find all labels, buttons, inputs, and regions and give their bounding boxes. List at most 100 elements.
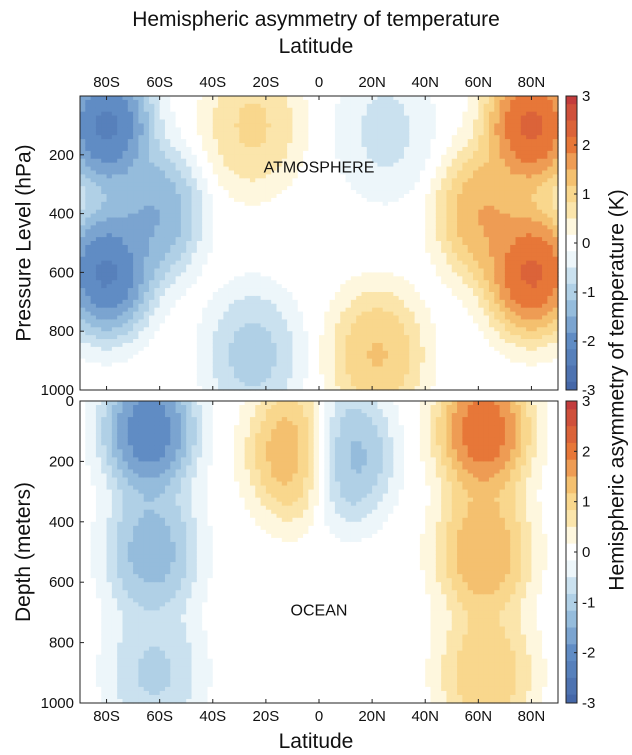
atmosphere-cell xyxy=(154,237,161,242)
atmosphere-cell xyxy=(228,268,235,273)
atmosphere-cell xyxy=(414,241,421,246)
atmosphere-cell xyxy=(313,237,320,242)
atmosphere-cell xyxy=(149,370,155,375)
atmosphere-cell xyxy=(186,260,193,266)
atmosphere-cell xyxy=(287,225,294,230)
atmosphere-cell xyxy=(260,288,267,293)
atmosphere-cell xyxy=(234,194,240,199)
atmosphere-cell xyxy=(255,241,262,246)
atmosphere-cell xyxy=(164,280,171,285)
atmosphere-cell xyxy=(271,197,278,203)
atmosphere-cell xyxy=(180,350,187,356)
atmosphere-cell xyxy=(356,295,363,301)
atmosphere-cell xyxy=(308,362,315,368)
atmosphere-cell xyxy=(350,288,357,293)
atmosphere-cell xyxy=(276,127,283,132)
atmosphere-cell xyxy=(196,276,203,281)
atmosphere-cell xyxy=(239,366,246,371)
atmosphere-cell xyxy=(80,327,86,332)
atmosphere-cell xyxy=(106,205,113,211)
atmosphere-cell xyxy=(271,103,278,109)
atmosphere-cell xyxy=(207,252,214,258)
atmosphere-cell xyxy=(175,96,182,101)
atmosphere-cell xyxy=(186,331,193,336)
atmosphere-cell xyxy=(271,170,278,175)
atmosphere-cell xyxy=(159,131,166,136)
atmosphere-cell xyxy=(377,378,384,383)
atmosphere-cell xyxy=(106,350,113,356)
atmosphere-cell xyxy=(377,205,384,211)
atmosphere-cell xyxy=(202,339,209,344)
atmosphere-cell xyxy=(414,315,421,321)
atmosphere-cell xyxy=(350,237,357,242)
atmosphere-cell xyxy=(419,237,426,242)
atmosphere-cell xyxy=(228,350,235,356)
atmosphere-cell xyxy=(117,213,124,219)
atmosphere-cell xyxy=(319,374,325,379)
atmosphere-cell xyxy=(164,131,171,136)
atmosphere-cell xyxy=(127,131,134,136)
atmosphere-cell xyxy=(377,366,384,371)
atmosphere-cell xyxy=(180,158,187,164)
atmosphere-cell xyxy=(228,154,235,160)
atmosphere-cell xyxy=(403,123,410,128)
atmosphere-cell xyxy=(324,299,331,305)
atmosphere-cell xyxy=(329,186,336,191)
atmosphere-cell xyxy=(356,327,363,332)
atmosphere-cell xyxy=(276,339,283,344)
atmosphere-cell xyxy=(101,252,108,258)
atmosphere-cell xyxy=(101,209,108,215)
atmosphere-cell xyxy=(356,190,363,195)
atmosphere-cell xyxy=(175,166,182,172)
atmosphere-cell xyxy=(388,213,394,219)
atmosphere-cell xyxy=(287,307,294,313)
atmosphere-cell xyxy=(239,370,246,375)
atmosphere-cell xyxy=(249,154,256,160)
atmosphere-cell xyxy=(403,99,410,105)
atmosphere-cell xyxy=(271,299,278,305)
atmosphere-cell xyxy=(356,264,363,270)
atmosphere-cell xyxy=(249,127,256,132)
atmosphere-cell xyxy=(430,256,437,262)
atmosphere-cell xyxy=(191,205,198,211)
atmosphere-cell xyxy=(170,350,177,356)
atmosphere-cell xyxy=(249,378,256,383)
atmosphere-cell xyxy=(265,127,272,132)
atmosphere-cell xyxy=(324,99,331,105)
atmosphere-cell xyxy=(218,382,224,387)
atmosphere-cell xyxy=(80,303,86,309)
atmosphere-cell xyxy=(419,115,426,121)
atmosphere-cell xyxy=(202,209,209,215)
atmosphere-cell xyxy=(180,342,187,348)
atmosphere-cell xyxy=(196,225,203,230)
atmosphere-cell xyxy=(382,178,389,183)
atmosphere-cell xyxy=(398,272,405,277)
atmosphere-cell xyxy=(265,319,272,324)
atmosphere-cell xyxy=(388,354,394,360)
atmosphere-cell xyxy=(361,303,368,309)
atmosphere-cell xyxy=(244,143,251,148)
atmosphere-cell xyxy=(191,194,198,199)
atmosphere-cell xyxy=(149,127,155,132)
atmosphere-cell xyxy=(345,139,352,144)
atmosphere-cell xyxy=(207,264,214,270)
atmosphere-cell xyxy=(382,217,389,223)
atmosphere-cell xyxy=(287,374,294,379)
atmosphere-cell xyxy=(366,331,373,336)
atmosphere-cell xyxy=(212,323,219,328)
atmosphere-cell xyxy=(361,154,368,160)
atmosphere-cell xyxy=(196,182,203,187)
atmosphere-cell xyxy=(281,229,288,234)
atmosphere-cell xyxy=(212,96,219,101)
atmosphere-cell xyxy=(287,303,294,309)
atmosphere-cell xyxy=(95,268,102,273)
atmosphere-cell xyxy=(212,299,219,305)
atmosphere-cell xyxy=(223,307,230,313)
atmosphere-cell xyxy=(409,295,416,301)
atmosphere-cell xyxy=(388,323,394,328)
atmosphere-cell xyxy=(180,264,187,270)
atmosphere-cell xyxy=(95,186,102,191)
atmosphere-cell xyxy=(287,154,294,160)
atmosphere-cell xyxy=(80,190,86,195)
atmosphere-cell xyxy=(159,111,166,117)
